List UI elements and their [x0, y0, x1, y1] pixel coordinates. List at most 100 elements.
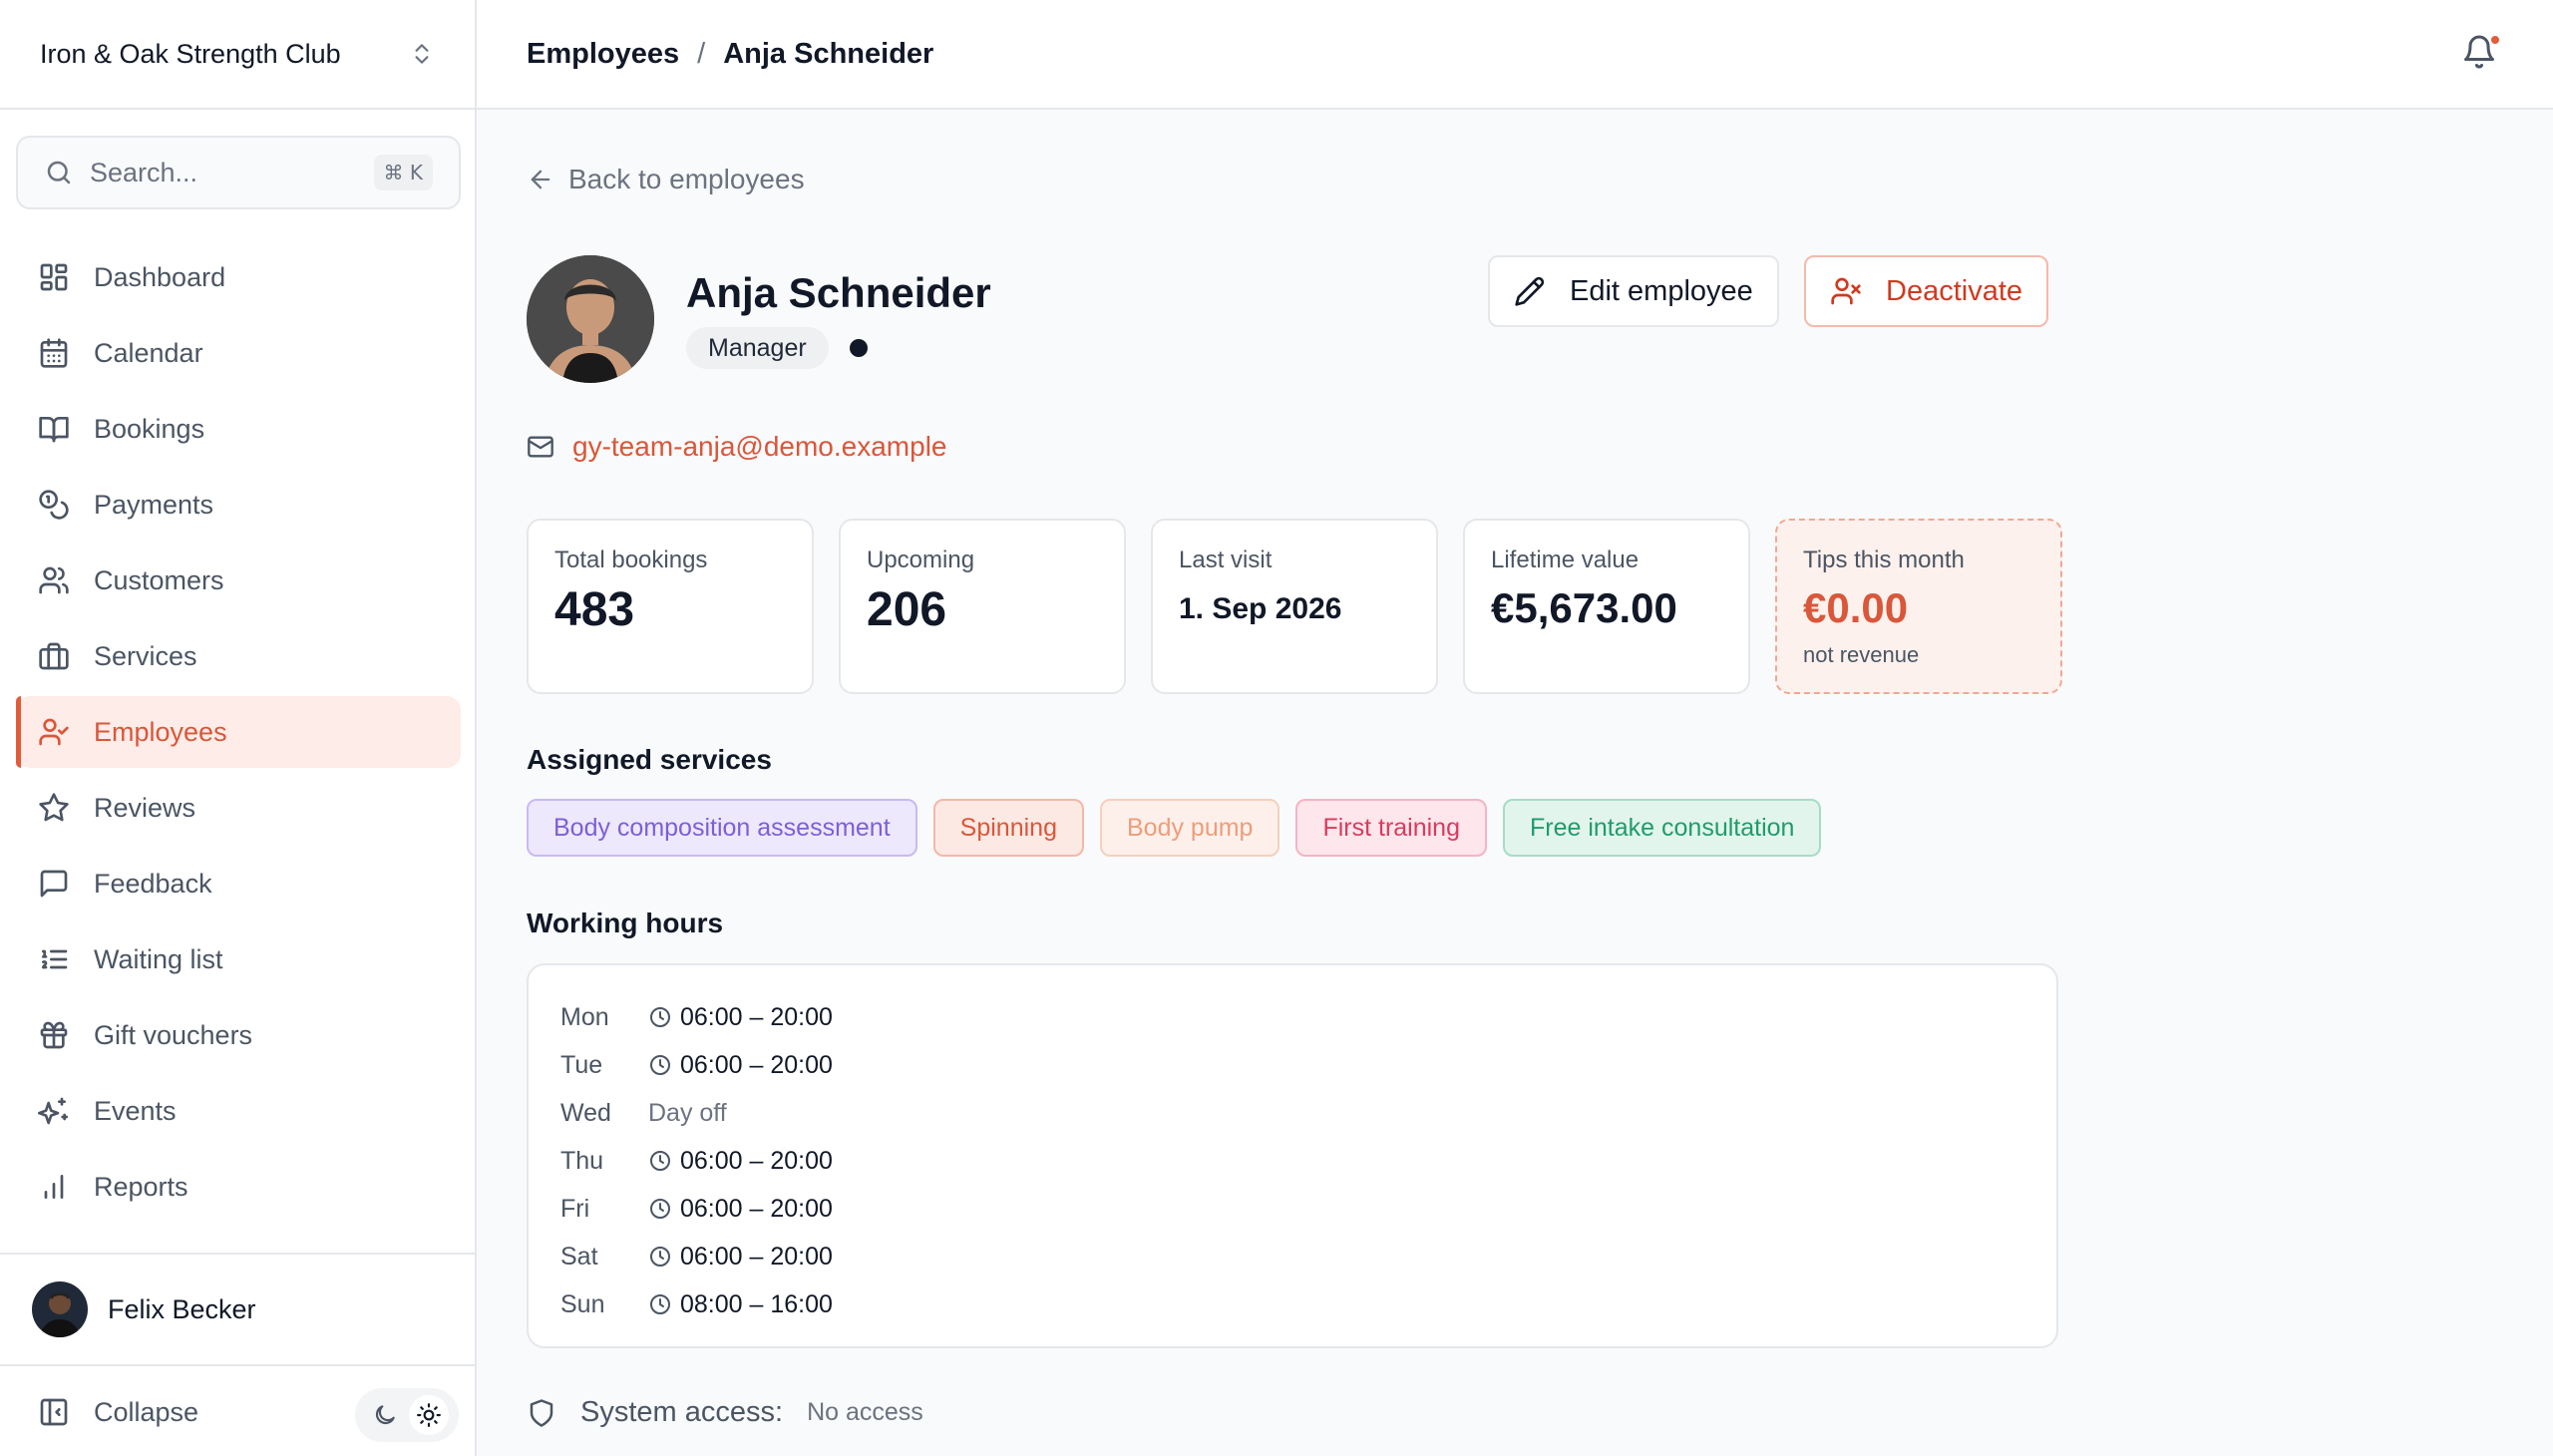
- search-input[interactable]: Search... ⌘ K: [16, 136, 461, 209]
- weekday: Fri: [560, 1194, 590, 1223]
- stat-label: Tips this month: [1803, 546, 1965, 573]
- service-tag: Body pump: [1099, 799, 1280, 857]
- dashboard-icon: [40, 263, 68, 291]
- hours-value: 06:00 – 20:00: [680, 1242, 833, 1271]
- briefcase-icon: [39, 642, 69, 670]
- deactivate-button[interactable]: Deactivate: [1804, 255, 2049, 327]
- breadcrumb-employees[interactable]: Employees: [527, 37, 680, 70]
- notifications-button[interactable]: [2461, 34, 2503, 76]
- sidebar-item-reports[interactable]: Reports: [16, 1151, 461, 1223]
- clock-icon: [650, 1294, 670, 1314]
- system-access-value: No access: [807, 1398, 923, 1426]
- sidebar-item-feedback[interactable]: Feedback: [16, 848, 461, 919]
- working-hours-title: Working hours: [527, 908, 724, 938]
- hours-row: Sat 06:00 – 20:00: [560, 1233, 2024, 1280]
- sidebar-item-dashboard[interactable]: Dashboard: [16, 241, 461, 313]
- bell-icon: [2464, 35, 2494, 69]
- sidebar-item-bookings[interactable]: Bookings: [16, 393, 461, 465]
- edit-employee-button[interactable]: Edit employee: [1488, 255, 1779, 327]
- stat-value: 483: [554, 583, 635, 636]
- dark-mode-option[interactable]: [365, 1395, 405, 1435]
- sidebar-item-events[interactable]: Events: [16, 1075, 461, 1147]
- sidebar-item-customers[interactable]: Customers: [16, 545, 461, 616]
- sidebar-item-payments[interactable]: Payments: [16, 469, 461, 541]
- back-link[interactable]: Back to employees: [527, 164, 805, 195]
- sidebar-item-gift-vouchers[interactable]: Gift vouchers: [16, 999, 461, 1071]
- service-tag: Spinning: [932, 799, 1084, 857]
- service-tag: Free intake consultation: [1503, 799, 1822, 857]
- assigned-services-title: Assigned services: [527, 744, 772, 775]
- sidebar-item-label: Calendar: [94, 337, 203, 368]
- email-link[interactable]: gy-team-anja@demo.example: [527, 431, 946, 463]
- clock-icon: [650, 1055, 670, 1075]
- users-icon: [39, 566, 69, 594]
- hours-value: 06:00 – 20:00: [680, 1194, 833, 1223]
- weekday: Sat: [560, 1242, 598, 1271]
- user-x-icon: [1831, 277, 1861, 305]
- edit-employee-label: Edit employee: [1570, 274, 1753, 307]
- collapse-row: Collapse: [0, 1368, 475, 1456]
- sparkles-icon: [38, 1097, 68, 1125]
- breadcrumb-current: Anja Schneider: [723, 37, 934, 70]
- current-user[interactable]: Felix Becker: [0, 1253, 475, 1366]
- collapse-button[interactable]: Collapse: [94, 1396, 199, 1427]
- org-switcher[interactable]: Iron & Oak Strength Club: [0, 0, 475, 110]
- weekday: Sun: [560, 1289, 605, 1318]
- stat-label: Lifetime value: [1491, 546, 1640, 573]
- sidebar-item-label: Services: [94, 640, 197, 671]
- sidebar-item-employees[interactable]: Employees: [16, 696, 461, 768]
- employee-name: Anja Schneider: [686, 269, 991, 316]
- theme-toggle[interactable]: [355, 1388, 459, 1442]
- sidebar-item-label: Customers: [94, 564, 224, 595]
- hours-value: 06:00 – 20:00: [680, 1050, 833, 1079]
- book-icon: [39, 417, 69, 443]
- hours-row: Sun 08:00 – 16:00: [560, 1280, 2024, 1328]
- hours-value: Day off: [648, 1098, 727, 1127]
- sidebar-item-services[interactable]: Services: [16, 620, 461, 692]
- pencil-icon: [1515, 276, 1545, 306]
- clock-icon: [650, 1247, 670, 1267]
- service-tag: Body composition assessment: [527, 799, 917, 857]
- search-icon: [47, 161, 71, 184]
- assigned-services: Body composition assessment Spinning Body …: [527, 799, 1837, 857]
- sidebar-item-label: Feedback: [94, 868, 212, 899]
- hours-row: Wed Day off: [560, 1089, 2024, 1137]
- breadcrumb-separator: /: [697, 37, 706, 70]
- stat-value: 206: [867, 583, 947, 636]
- deactivate-label: Deactivate: [1886, 274, 2023, 307]
- sidebar-item-waiting-list[interactable]: Waiting list: [16, 923, 461, 995]
- coins-icon: [39, 490, 69, 520]
- sidebar-item-calendar[interactable]: Calendar: [16, 317, 461, 389]
- topbar: Employees / Anja Schneider: [477, 0, 2553, 110]
- list-ordered-icon: [42, 949, 68, 969]
- weekday: Mon: [560, 1002, 609, 1031]
- hours-value: 06:00 – 20:00: [680, 1002, 833, 1031]
- arrow-left-icon: [531, 170, 550, 189]
- email-address: gy-team-anja@demo.example: [572, 431, 947, 462]
- weekday: Wed: [560, 1098, 611, 1127]
- employee-avatar: [527, 255, 654, 383]
- sidebar-collapse-icon[interactable]: [38, 1396, 70, 1428]
- stat-label: Total bookings: [554, 546, 708, 573]
- moon-icon: [375, 1405, 395, 1425]
- weekday: Tue: [560, 1050, 603, 1079]
- sidebar-item-label: Payments: [94, 489, 214, 520]
- calendar-icon: [40, 338, 68, 368]
- stat-value: 1. Sep 2026: [1179, 592, 1342, 625]
- sidebar-item-label: Bookings: [94, 413, 205, 444]
- sidebar-item-label: Events: [94, 1095, 177, 1126]
- light-mode-option[interactable]: [409, 1395, 449, 1435]
- sidebar-item-label: Employees: [94, 716, 227, 747]
- sidebar-item-reviews[interactable]: Reviews: [16, 772, 461, 844]
- stat-card-upcoming: Upcoming 206: [839, 519, 1126, 694]
- sidebar-item-label: Waiting list: [94, 943, 223, 974]
- sidebar-item-label: Dashboard: [94, 261, 226, 292]
- status-indicator: [850, 339, 868, 357]
- hours-row: Tue 06:00 – 20:00: [560, 1041, 2024, 1089]
- hours-value: 06:00 – 20:00: [680, 1146, 833, 1175]
- shield-icon: [530, 1398, 553, 1427]
- clock-icon: [650, 1199, 670, 1219]
- gift-icon: [40, 1021, 68, 1049]
- hours-row: Thu 06:00 – 20:00: [560, 1137, 2024, 1185]
- user-check-icon: [39, 718, 69, 746]
